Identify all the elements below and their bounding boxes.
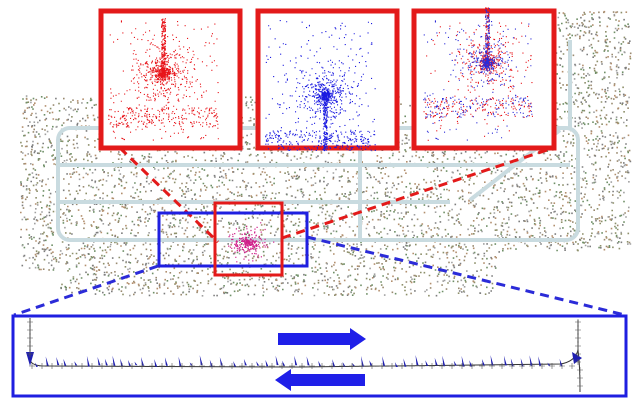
page: (() => { const svg = document.getElement… bbox=[0, 0, 633, 402]
insets bbox=[101, 7, 554, 151]
inset-frame bbox=[414, 11, 554, 148]
figure bbox=[0, 0, 633, 402]
inset-frame bbox=[101, 11, 240, 148]
